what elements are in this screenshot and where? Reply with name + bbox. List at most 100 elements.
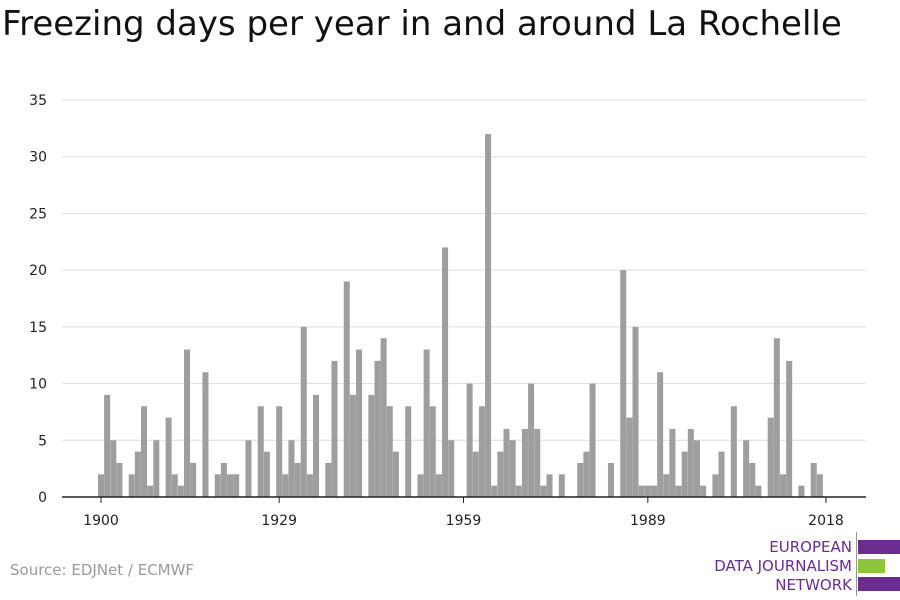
- bar: [718, 451, 725, 497]
- bar: [380, 338, 387, 497]
- x-tick-label: 2018: [808, 513, 844, 529]
- y-tick-label: 5: [38, 433, 47, 449]
- bar: [650, 485, 657, 497]
- bar: [558, 474, 565, 497]
- bar: [128, 474, 135, 497]
- bar: [546, 474, 553, 497]
- bar: [325, 462, 332, 497]
- bar: [110, 440, 117, 497]
- edjnet-logo: EUROPEAN DATA JOURNALISM NETWORK: [700, 530, 900, 600]
- bar: [485, 134, 492, 497]
- bar: [767, 417, 774, 497]
- bar: [165, 417, 172, 497]
- x-tick-label: 1959: [446, 513, 482, 529]
- bar: [472, 451, 479, 497]
- logo-line-2: DATA JOURNALISM: [714, 557, 852, 575]
- y-tick-label: 30: [29, 150, 47, 166]
- bar: [300, 326, 307, 497]
- x-tick-label: 1989: [630, 513, 666, 529]
- bar: [632, 326, 639, 497]
- bar: [435, 474, 442, 497]
- bar: [700, 485, 707, 497]
- bar: [589, 383, 596, 497]
- x-tick-label: 1900: [83, 513, 119, 529]
- y-tick-label: 10: [29, 377, 47, 393]
- bar: [153, 440, 160, 497]
- bar: [349, 394, 356, 497]
- bar: [644, 485, 651, 497]
- bar: [134, 451, 141, 497]
- bar: [540, 485, 547, 497]
- bar: [104, 394, 111, 497]
- bar: [755, 485, 762, 497]
- bar: [448, 440, 455, 497]
- bar: [515, 485, 522, 497]
- bar: [657, 372, 664, 497]
- logo-line-3: NETWORK: [775, 576, 852, 594]
- bar: [282, 474, 289, 497]
- bar: [669, 428, 676, 497]
- bar: [331, 360, 338, 497]
- bar: [816, 474, 823, 497]
- bar: [577, 462, 584, 497]
- bar: [184, 349, 191, 497]
- bar: [343, 281, 350, 497]
- bar: [202, 372, 209, 497]
- x-tick-label: 1929: [261, 513, 297, 529]
- bar: [276, 406, 283, 497]
- y-tick-label: 15: [29, 320, 47, 336]
- bar: [521, 428, 528, 497]
- bar: [392, 451, 399, 497]
- bar: [503, 428, 510, 497]
- y-tick-label: 20: [29, 263, 47, 279]
- bar: [190, 462, 197, 497]
- logo-bar-green: [858, 559, 885, 573]
- bar: [227, 474, 234, 497]
- bar: [405, 406, 412, 497]
- bar: [509, 440, 516, 497]
- bar: [626, 417, 633, 497]
- bar: [798, 485, 805, 497]
- bar: [675, 485, 682, 497]
- bar: [368, 394, 375, 497]
- bar: [356, 349, 363, 497]
- grid-lines: [62, 99, 866, 441]
- bar: [140, 406, 148, 497]
- logo-line-1: EUROPEAN: [769, 538, 852, 556]
- bar: [583, 451, 590, 497]
- bar: [607, 462, 614, 497]
- bar: [810, 462, 817, 497]
- bar: [743, 440, 750, 497]
- bar: [693, 440, 700, 497]
- bar: [220, 462, 227, 497]
- bar: [233, 474, 240, 497]
- source-note: Source: EDJNet / ECMWF: [10, 561, 195, 579]
- bar: [528, 383, 535, 497]
- bar: [147, 485, 154, 497]
- bar: [386, 406, 393, 497]
- bar: [171, 474, 178, 497]
- bar: [786, 360, 793, 497]
- bar: [681, 451, 688, 497]
- bar: [442, 247, 449, 497]
- bar: [245, 440, 252, 497]
- bar: [712, 474, 719, 497]
- bar: [257, 406, 264, 497]
- bar: [730, 406, 737, 497]
- bar: [313, 394, 320, 497]
- bar: [294, 462, 301, 497]
- bar: [423, 349, 430, 497]
- bar: [263, 451, 270, 497]
- bar: [374, 360, 381, 497]
- y-tick-label: 25: [29, 206, 47, 222]
- bar: [491, 485, 498, 497]
- y-tick-label: 0: [38, 490, 47, 506]
- bar: [177, 485, 184, 497]
- x-axis-ticks: 1900 1929 1959 1989 2018: [83, 497, 844, 529]
- bars: [97, 134, 823, 497]
- bar: [214, 474, 221, 497]
- bar: [478, 406, 485, 497]
- bar: [779, 474, 787, 497]
- bar: [429, 406, 436, 497]
- bar: [288, 440, 295, 497]
